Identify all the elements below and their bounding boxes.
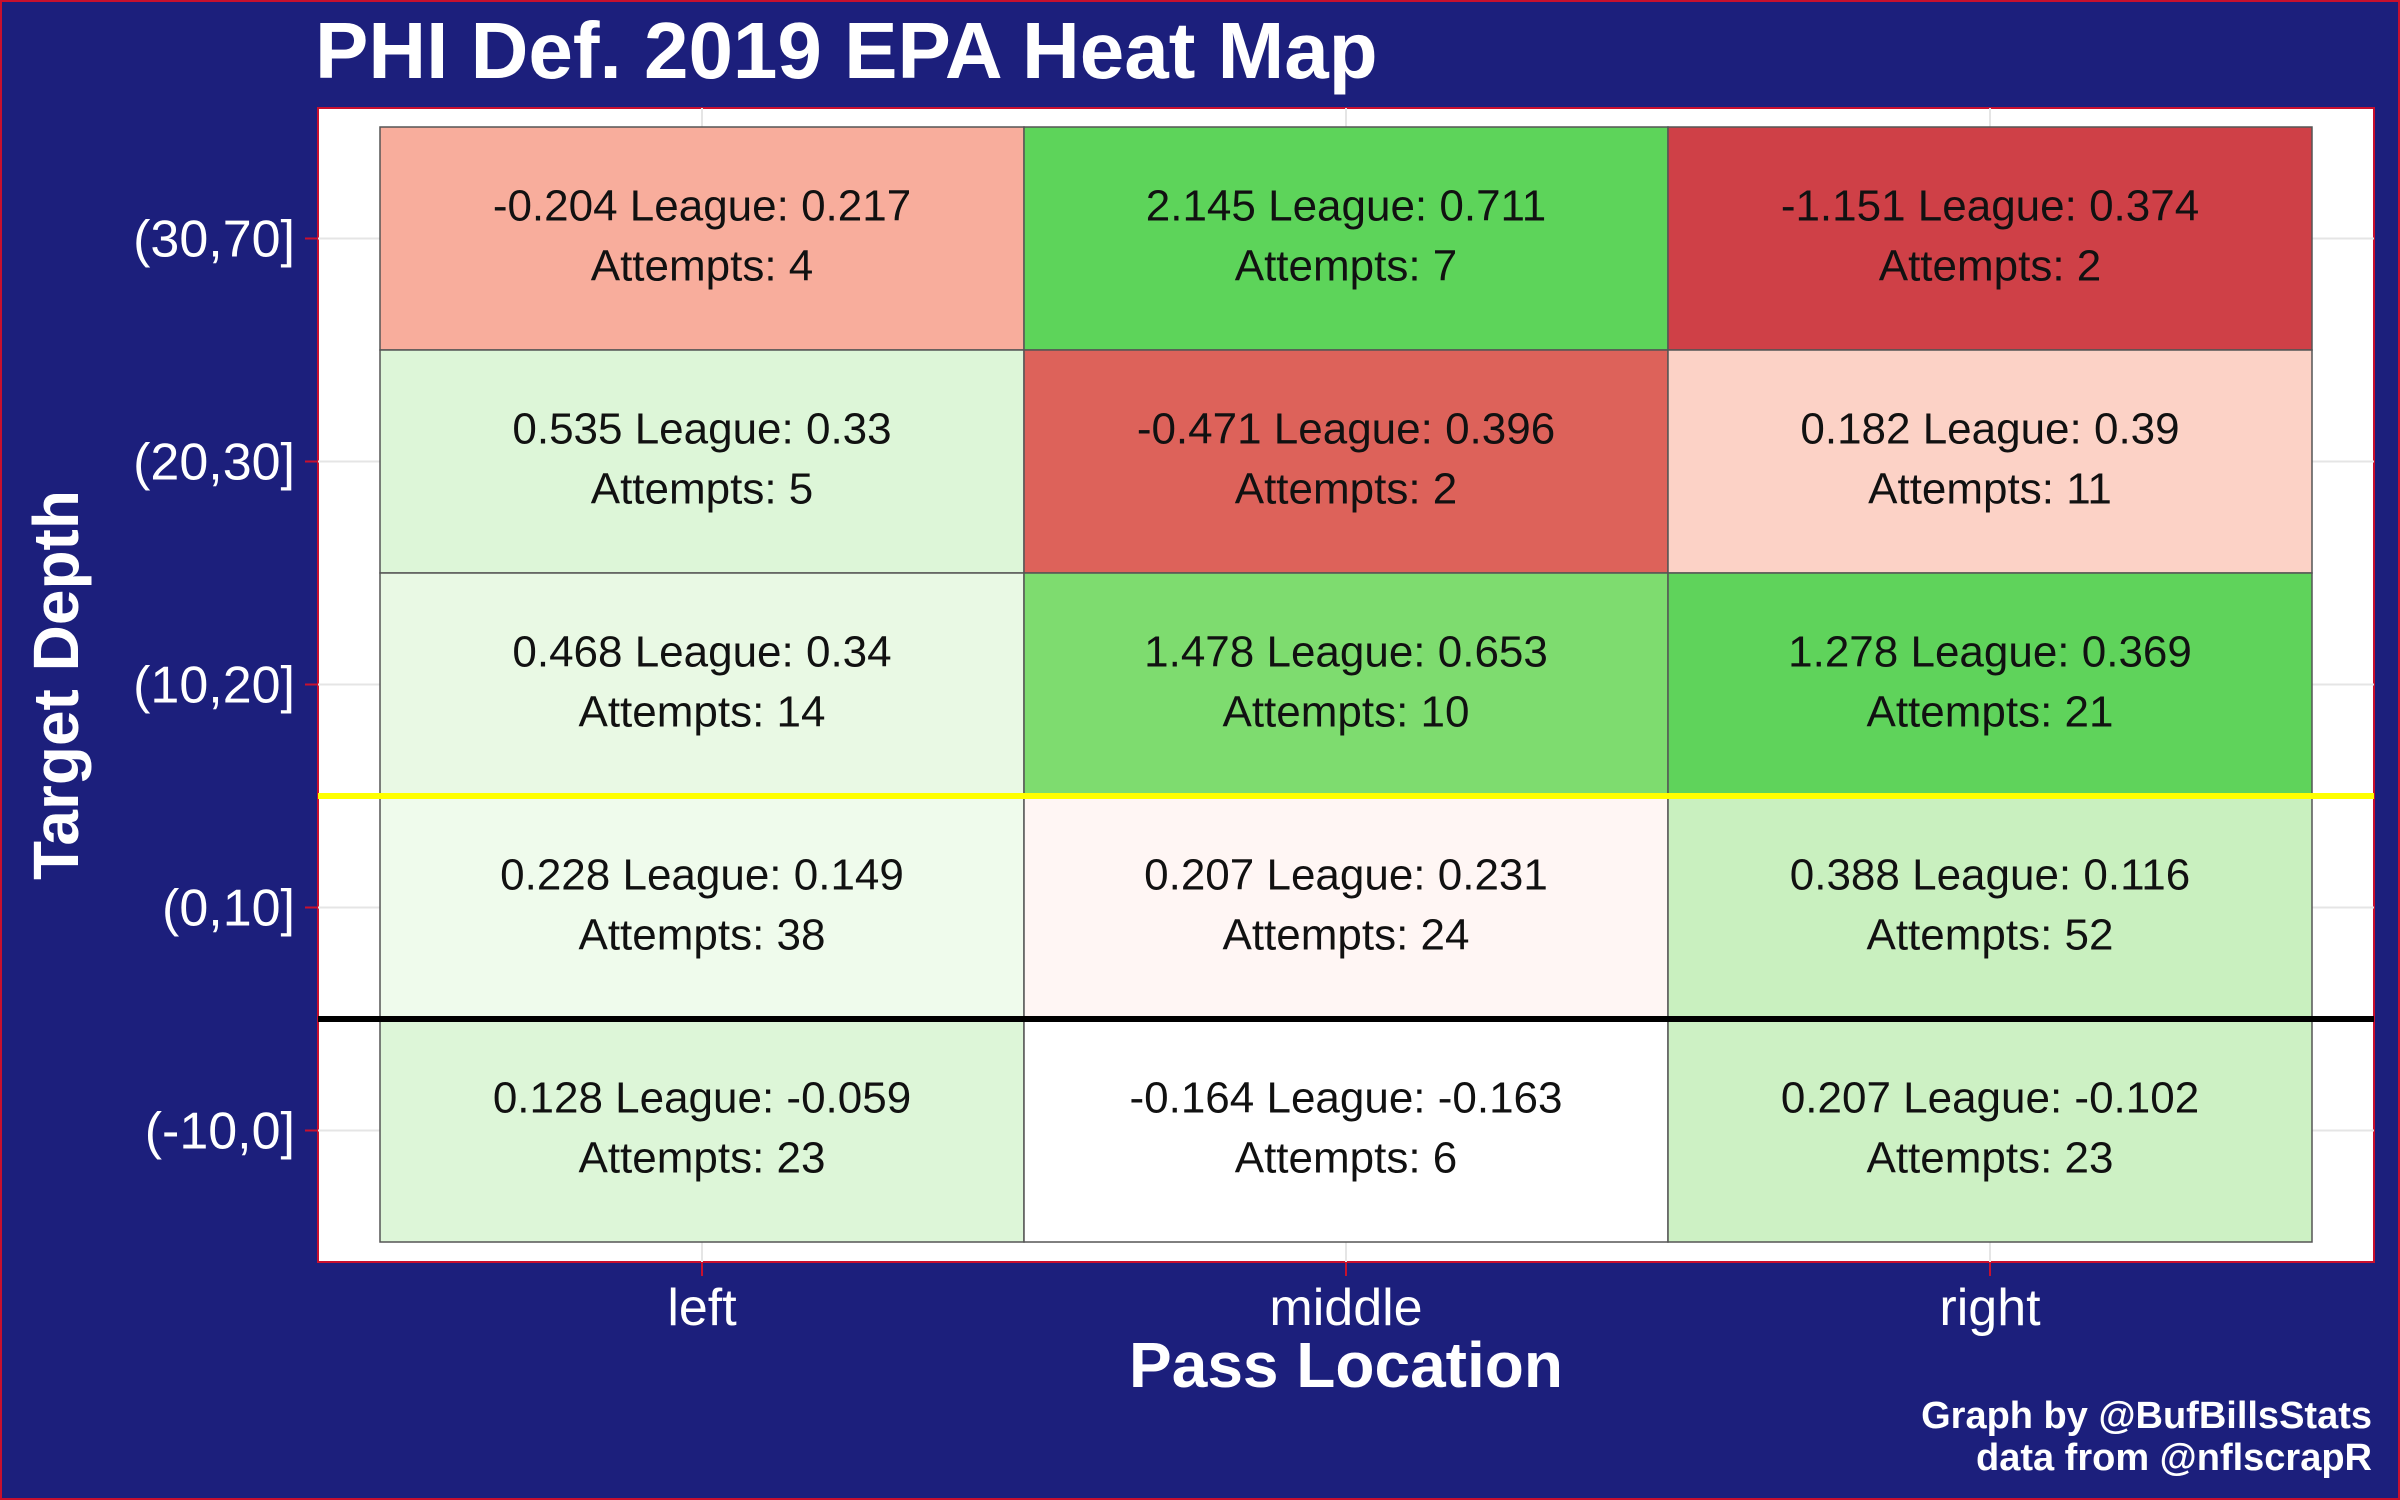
cell-attempts-label: Attempts: 6 [1235, 1134, 1458, 1183]
y-tick-label: (0,10] [162, 880, 295, 938]
cell-value-label: 0.388 League: 0.116 [1790, 851, 2190, 900]
cell-value-label: -0.204 League: 0.217 [493, 182, 911, 231]
heatmap-cell [1023, 1018, 1669, 1243]
cell-value-label: 0.207 League: 0.231 [1144, 851, 1548, 900]
cell-value-label: 0.468 League: 0.34 [512, 628, 891, 677]
y-tick-label: (10,20] [133, 657, 295, 715]
cell-value-label: 0.535 League: 0.33 [512, 405, 891, 454]
heatmap-cell [1023, 126, 1669, 351]
cell-attempts-label: Attempts: 14 [578, 688, 825, 737]
heatmap-cell [1667, 1018, 2313, 1243]
cell-value-label: 0.228 League: 0.149 [500, 851, 904, 900]
cell-attempts-label: Attempts: 52 [1866, 911, 2113, 960]
heatmap-cell [379, 349, 1025, 574]
cell-attempts-label: Attempts: 10 [1222, 688, 1469, 737]
heatmap-cell [1667, 795, 2313, 1020]
x-tick-label: left [667, 1279, 737, 1337]
cell-value-label: 1.478 League: 0.653 [1144, 628, 1548, 677]
cell-value-label: 2.145 League: 0.711 [1146, 182, 1546, 231]
x-axis-ticks: left middle right [667, 1262, 2041, 1337]
cell-value-label: -0.471 League: 0.396 [1137, 405, 1555, 454]
heatmap-cell [1667, 572, 2313, 797]
heatmap-cell [379, 572, 1025, 797]
heatmap-cell [1023, 795, 1669, 1020]
heatmap-cell [1667, 349, 2313, 574]
y-axis-ticks: (30,70] (20,30] (10,20] (0,10] (-10,0] [133, 211, 318, 1161]
x-tick-label: right [1939, 1279, 2041, 1337]
cell-attempts-label: Attempts: 4 [591, 242, 814, 291]
cell-attempts-label: Attempts: 38 [578, 911, 825, 960]
cell-attempts-label: Attempts: 23 [1866, 1134, 2113, 1183]
y-tick-label: (20,30] [133, 434, 295, 492]
heatmap-cells: -0.204 League: 0.217 Attempts: 4 2.145 Lea… [379, 126, 2313, 1243]
credit-line-1: Graph by @BufBillsStats [1921, 1395, 2372, 1437]
y-tick-label: (30,70] [133, 211, 295, 269]
cell-value-label: 0.128 League: -0.059 [493, 1074, 911, 1123]
x-tick-label: middle [1269, 1279, 1422, 1337]
heatmap-cell [1667, 126, 2313, 351]
cell-attempts-label: Attempts: 7 [1235, 242, 1458, 291]
heatmap-cell [1023, 349, 1669, 574]
cell-attempts-label: Attempts: 23 [578, 1134, 825, 1183]
credit-line-2: data from @nflscrapR [1976, 1437, 2372, 1479]
cell-value-label: 0.182 League: 0.39 [1800, 405, 2179, 454]
y-axis-title: Target Depth [20, 490, 92, 880]
cell-value-label: 1.278 League: 0.369 [1788, 628, 2192, 677]
heatmap-cell [379, 126, 1025, 351]
x-axis-title: Pass Location [1129, 1329, 1563, 1401]
cell-value-label: 0.207 League: -0.102 [1781, 1074, 2199, 1123]
cell-value-label: -1.151 League: 0.374 [1781, 182, 2199, 231]
cell-attempts-label: Attempts: 24 [1222, 911, 1469, 960]
cell-value-label: -0.164 League: -0.163 [1129, 1074, 1562, 1123]
cell-attempts-label: Attempts: 11 [1868, 465, 2112, 514]
y-tick-label: (-10,0] [145, 1103, 295, 1161]
cell-attempts-label: Attempts: 5 [591, 465, 814, 514]
heatmap-cell [379, 795, 1025, 1020]
reference-lines [318, 793, 2374, 1022]
heatmap-cell [379, 1018, 1025, 1243]
chart-title: PHI Def. 2019 EPA Heat Map [315, 6, 1378, 95]
cell-attempts-label: Attempts: 2 [1235, 465, 1458, 514]
cell-attempts-label: Attempts: 2 [1879, 242, 2102, 291]
heatmap-cell [1023, 572, 1669, 797]
cell-attempts-label: Attempts: 21 [1866, 688, 2113, 737]
